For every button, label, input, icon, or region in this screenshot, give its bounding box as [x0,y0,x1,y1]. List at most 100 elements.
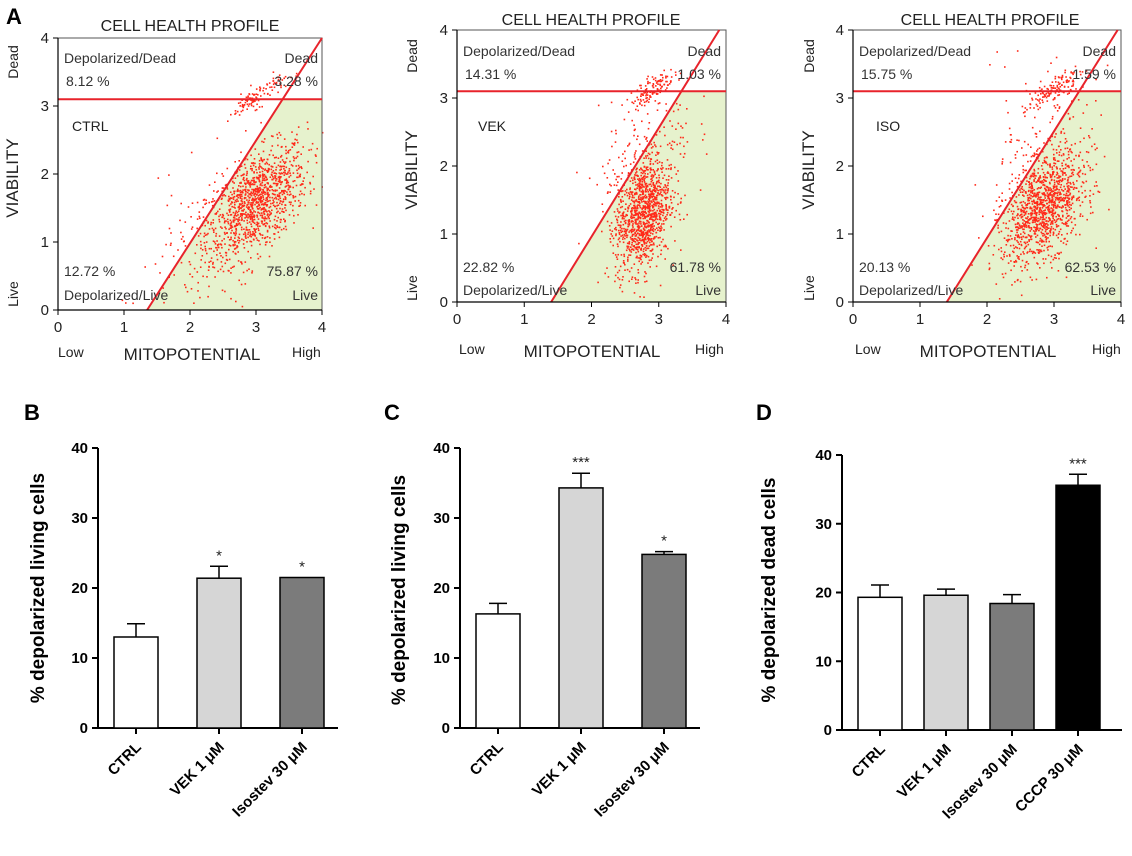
data-point [652,220,654,222]
data-point [240,93,242,95]
data-point [1042,171,1045,174]
data-point [295,72,298,75]
data-point [1051,118,1054,120]
data-point [621,104,623,106]
data-point [630,215,632,217]
data-point [1015,196,1018,198]
data-point [640,255,642,257]
data-point [1013,251,1015,254]
data-point [635,256,638,259]
data-point [1047,195,1050,197]
data-point [1047,137,1049,140]
data-point [299,190,302,193]
data-point [1017,177,1020,180]
data-point [249,183,252,185]
data-point [1042,258,1044,260]
data-point [1007,111,1009,114]
data-point [998,231,1000,234]
data-point [1058,94,1061,96]
data-point [1031,203,1034,205]
data-point [309,181,311,184]
data-point [623,217,625,220]
data-point [640,191,643,193]
data-point [308,149,310,151]
data-point [1057,233,1060,235]
data-point [1051,204,1053,206]
data-point [1020,210,1023,213]
data-point [1034,177,1036,180]
data-point [606,220,609,223]
data-point [1091,145,1093,148]
data-point [621,160,624,162]
data-point [1038,223,1041,226]
data-point [1028,222,1031,225]
data-point [1065,217,1068,219]
data-point [284,219,286,222]
data-point [648,198,650,201]
data-point [1053,193,1056,196]
data-point [212,240,215,242]
data-point [679,219,682,221]
data-point [666,191,669,194]
data-point [249,211,252,214]
data-point [640,263,642,265]
data-point [1001,158,1004,160]
data-point [242,233,245,236]
data-point [998,248,1000,251]
data-point [647,255,650,258]
data-point [1035,214,1038,216]
data-point [632,230,634,232]
data-point [608,225,611,227]
data-point [622,260,625,262]
data-point [1045,241,1048,243]
data-point [243,173,245,175]
data-point [260,201,262,204]
data-point [255,237,258,239]
data-point [1025,245,1028,247]
data-point [637,175,639,177]
data-point [259,243,261,246]
data-point [998,196,1001,198]
data-point [1040,165,1043,167]
data-point [246,100,248,103]
data-point [645,238,647,241]
data-point [229,224,232,226]
data-point [626,268,629,271]
data-point [265,204,268,206]
data-point [1047,88,1049,91]
data-point [614,228,616,230]
data-point [1042,204,1045,206]
data-point [644,223,646,226]
data-point [1053,181,1056,184]
data-point [242,185,244,188]
data-point [1031,185,1033,187]
data-point [651,240,653,242]
data-point [1066,220,1069,223]
data-point [1073,186,1076,189]
data-point [659,227,661,230]
data-point [1059,191,1061,194]
data-point [1059,82,1061,85]
data-point [638,169,641,171]
data-point [678,213,681,216]
data-point [262,141,265,143]
data-point [641,178,643,181]
data-point [1020,187,1022,190]
data-point [1071,198,1073,201]
data-point [230,238,232,241]
data-point [1057,236,1059,239]
data-point [266,193,268,195]
data-point [683,152,686,155]
data-point [205,199,207,202]
data-point [1058,230,1061,233]
data-point [622,236,624,238]
data-point [1039,106,1041,109]
data-point [656,151,658,154]
data-point [670,225,672,228]
data-point [309,192,312,195]
data-point [1038,179,1040,181]
data-point [1065,192,1068,195]
data-point [1019,189,1021,191]
data-point [1043,212,1045,215]
data-point [1026,194,1029,197]
